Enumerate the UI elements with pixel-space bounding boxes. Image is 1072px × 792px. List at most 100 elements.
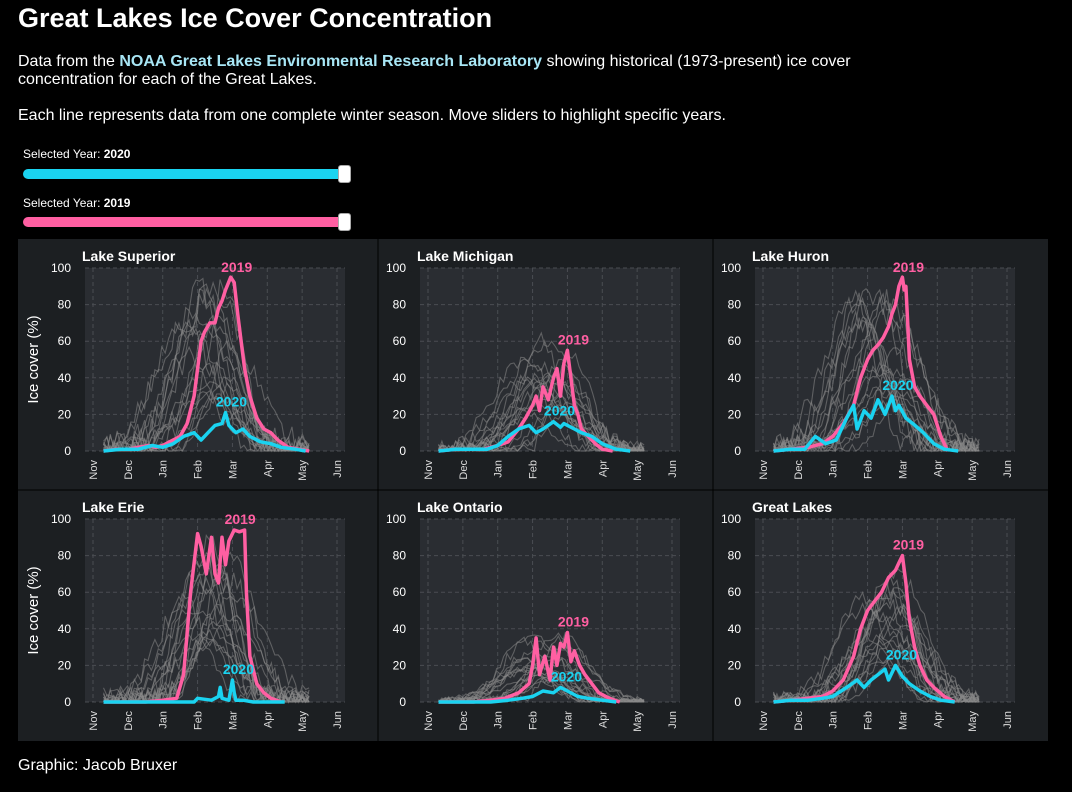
series-line-2019 [103,528,282,704]
slider-b-value: 2019 [103,196,131,210]
series-label: 2019 [893,537,924,553]
series-line-2019 [773,275,950,453]
y-tick-label: 80 [58,549,72,563]
history-line [102,533,310,705]
chart-panel-4: Nov Dec Jan Feb Mar Apr May Jun 0 20 40 60 80 100 Lake… [386,499,680,732]
x-tick-label: Nov [423,711,435,731]
history-line [773,289,980,453]
series-line-2019 [773,553,956,704]
y-tick-label: 100 [51,512,71,526]
chart-title: Lake Michigan [417,248,513,264]
y-tick-label: 40 [728,371,742,385]
y-tick-label: 20 [728,658,742,672]
x-tick-label: Jan [158,460,170,478]
y-tick-label: 60 [58,334,72,348]
x-tick-label: Jun [1002,711,1014,729]
history-line [103,389,310,452]
y-tick-label: 60 [728,585,742,599]
chart-title: Lake Superior [82,248,176,264]
year-slider-b-thumb[interactable] [338,213,351,231]
x-tick-label: Feb [528,460,540,479]
noaa-link[interactable]: NOAA Great Lakes Environmental Research … [119,53,543,70]
series-label: 2019 [225,511,256,527]
y-tick-label: 100 [386,261,406,275]
y-tick-label: 80 [393,298,407,312]
x-tick-label: Jan [493,460,505,478]
x-tick-label: Mar [897,711,909,730]
x-tick-label: Nov [423,460,435,480]
y-tick-label: 100 [51,261,71,275]
y-tick-label: 20 [58,658,72,672]
year-slider-b[interactable] [23,213,351,231]
y-tick-label: 20 [393,407,407,421]
year-slider-a-thumb[interactable] [338,165,351,183]
y-tick-label: 0 [399,444,406,458]
x-tick-label: Jun [332,711,344,729]
y-tick-label: 40 [58,371,72,385]
y-tick-label: 60 [393,334,407,348]
series-line-2019 [438,630,621,704]
series-line-2020 [103,678,285,704]
y-tick-label: 60 [58,585,72,599]
x-tick-label: Apr [262,711,274,728]
y-tick-label: 0 [734,444,741,458]
year-slider-a[interactable] [23,165,351,183]
slider-b-caption: Selected Year: [23,196,101,210]
slider-a-caption: Selected Year: [23,147,101,161]
history-line [103,280,310,453]
series-label: 2019 [558,613,589,629]
series-line-2020 [103,410,306,453]
x-tick-label: May [967,711,979,732]
y-tick-label: 40 [393,622,407,636]
credit: Graphic: Jacob Bruxer [18,757,178,774]
x-tick-label: May [967,460,979,481]
x-tick-label: Dec [123,711,135,731]
chart-title: Lake Huron [752,248,829,264]
x-tick-label: Nov [88,711,100,731]
y-tick-label: 0 [399,695,406,709]
y-tick-label: 0 [64,444,71,458]
y-tick-label: 20 [393,658,407,672]
x-tick-label: Jan [828,460,840,478]
history-line [102,551,310,703]
x-tick-label: Apr [932,711,944,728]
x-tick-label: May [297,460,309,481]
x-tick-label: Jan [158,711,170,729]
y-tick-label: 100 [721,512,741,526]
y-tick-label: 100 [721,261,741,275]
chart-title: Great Lakes [752,499,832,515]
series-label: 2019 [558,331,589,347]
y-tick-label: 80 [58,298,72,312]
slider-b-label: Selected Year: 2019 [23,196,130,210]
y-tick-label: 80 [728,298,742,312]
x-tick-label: Jun [667,460,679,478]
x-tick-label: Jun [332,460,344,478]
y-tick-label: 80 [393,549,407,563]
series-label: 2020 [551,668,582,684]
x-tick-label: Nov [758,460,770,480]
slider-a-label: Selected Year: 2020 [23,147,130,161]
series-line-2020 [438,685,617,704]
y-tick-label: 80 [728,549,742,563]
x-tick-label: Dec [123,460,135,480]
chart-panel-1: Nov Dec Jan Feb Mar Apr May Jun 0 20 40 60 80 100 Lake… [386,248,680,481]
x-tick-label: Feb [863,460,875,479]
description-prefix: Data from the [18,53,120,70]
x-tick-label: Feb [863,711,875,730]
series-line-2020 [773,663,955,704]
x-tick-label: Nov [758,711,770,731]
history-line [103,321,310,452]
history-line [438,631,645,703]
x-tick-label: Dec [458,711,470,731]
x-tick-label: Feb [193,711,205,730]
slider-a-value: 2020 [103,147,131,161]
series-line-2020 [773,394,959,453]
x-tick-label: Dec [458,460,470,480]
chart-title: Lake Erie [82,499,144,515]
chart-title: Lake Ontario [417,499,503,515]
y-tick-label: 40 [393,371,407,385]
history-line [103,571,310,703]
series-line-2020 [438,419,631,453]
description: Data from the NOAA Great Lakes Environme… [18,53,898,89]
y-tick-label: 20 [58,407,72,421]
